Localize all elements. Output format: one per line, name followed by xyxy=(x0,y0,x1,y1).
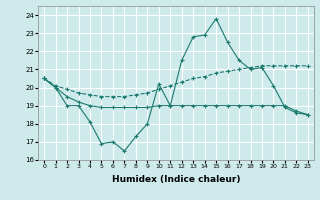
X-axis label: Humidex (Indice chaleur): Humidex (Indice chaleur) xyxy=(112,175,240,184)
